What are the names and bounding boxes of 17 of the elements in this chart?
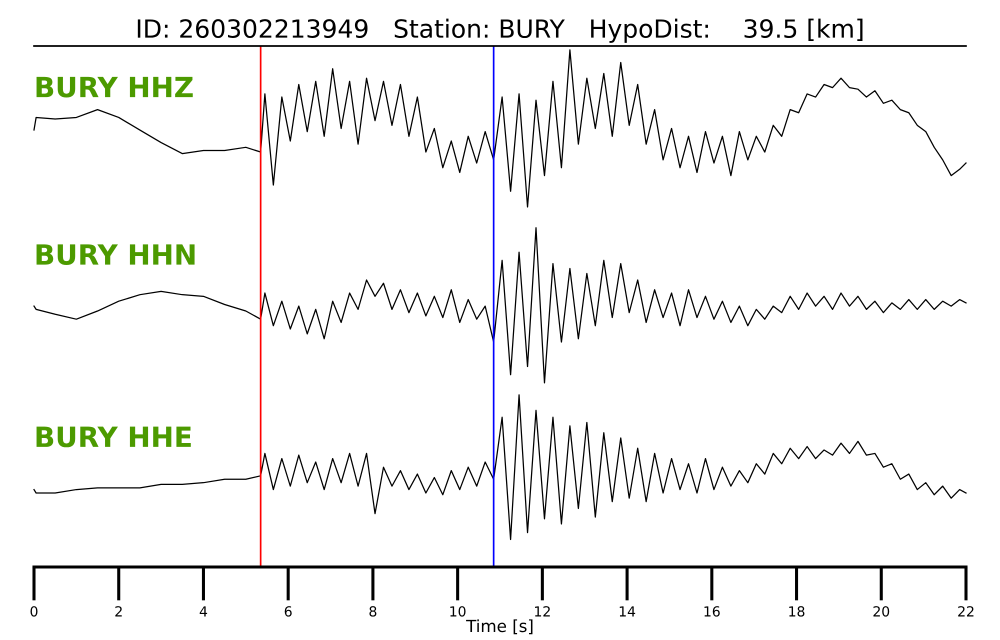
x-tick-label: 18 (789, 606, 804, 617)
annotation: BURY HHN (36, 244, 195, 266)
x-tick-label: 4 (200, 606, 208, 616)
x-tick-label: 16 (704, 606, 720, 617)
chart-title: ID: 260302213949 Station: BURY HypoDist: 39.5 [km] (138, 18, 862, 43)
x-tick-label: 0 (30, 606, 38, 617)
x-tick-label: 8 (369, 606, 376, 617)
annotation: BURY HHE (36, 426, 191, 448)
x-tick-label: 20 (873, 606, 890, 617)
x-tick-label: 10 (450, 606, 466, 617)
x-tick-label: 2 (115, 606, 122, 616)
x-tick-label: 12 (535, 606, 550, 616)
x-tick-label: 14 (620, 606, 636, 616)
x-axis-title: Time [s] (466, 619, 532, 634)
x-tick-label: 6 (284, 606, 292, 617)
annotation: BURY HHZ (36, 76, 193, 98)
x-tick-label: 22 (958, 606, 974, 616)
